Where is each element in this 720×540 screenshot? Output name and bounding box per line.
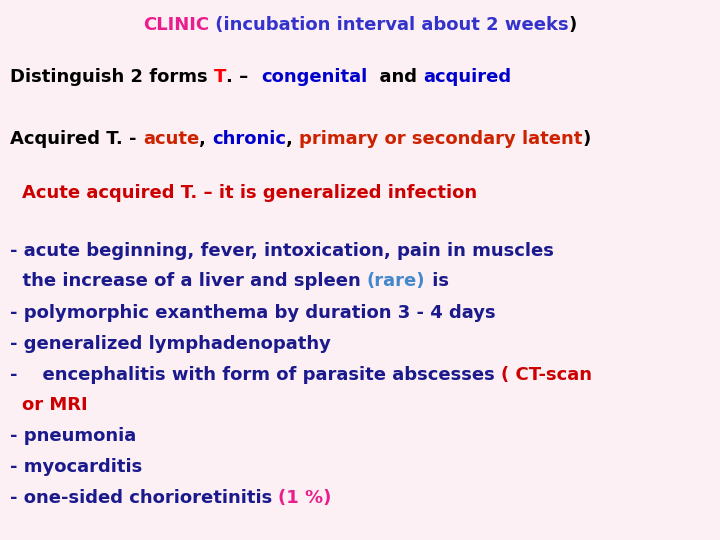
- Text: - pneumonia: - pneumonia: [10, 427, 136, 445]
- Text: the increase of a liver and spleen: the increase of a liver and spleen: [10, 272, 367, 290]
- Text: and: and: [367, 68, 423, 86]
- Text: ,: ,: [199, 130, 212, 148]
- Text: ,: ,: [286, 130, 300, 148]
- Text: - polymorphic exanthema by duration 3 - 4 days: - polymorphic exanthema by duration 3 - …: [10, 304, 495, 322]
- Text: primary or secondary latent: primary or secondary latent: [300, 130, 582, 148]
- Text: T: T: [214, 68, 226, 86]
- Text: (incubation interval about 2 weeks: (incubation interval about 2 weeks: [209, 16, 569, 34]
- Text: - one-sided chorioretinitis: - one-sided chorioretinitis: [10, 489, 279, 507]
- Text: chronic: chronic: [212, 130, 286, 148]
- Text: . –: . –: [226, 68, 261, 86]
- Text: -    encephalitis with form of parasite abscesses: - encephalitis with form of parasite abs…: [10, 366, 501, 384]
- Text: ): ): [569, 16, 577, 34]
- Text: - generalized lymphadenopathy: - generalized lymphadenopathy: [10, 335, 331, 353]
- Text: ): ): [582, 130, 591, 148]
- Text: or MRI: or MRI: [22, 396, 88, 414]
- Text: is: is: [426, 272, 449, 290]
- Text: (1 %): (1 %): [279, 489, 332, 507]
- Text: acute: acute: [143, 130, 199, 148]
- Text: Acquired T. -: Acquired T. -: [10, 130, 143, 148]
- Text: - myocarditis: - myocarditis: [10, 458, 143, 476]
- Text: Acute acquired T. – it is generalized infection: Acute acquired T. – it is generalized in…: [22, 184, 477, 202]
- Text: acquired: acquired: [423, 68, 512, 86]
- Text: congenital: congenital: [261, 68, 367, 86]
- Text: (rare): (rare): [367, 272, 426, 290]
- Text: ( CT-scan: ( CT-scan: [501, 366, 592, 384]
- Text: - acute beginning, fever, intoxication, pain in muscles: - acute beginning, fever, intoxication, …: [10, 242, 554, 260]
- Text: Distinguish 2 forms: Distinguish 2 forms: [10, 68, 214, 86]
- Text: CLINIC: CLINIC: [143, 16, 209, 34]
